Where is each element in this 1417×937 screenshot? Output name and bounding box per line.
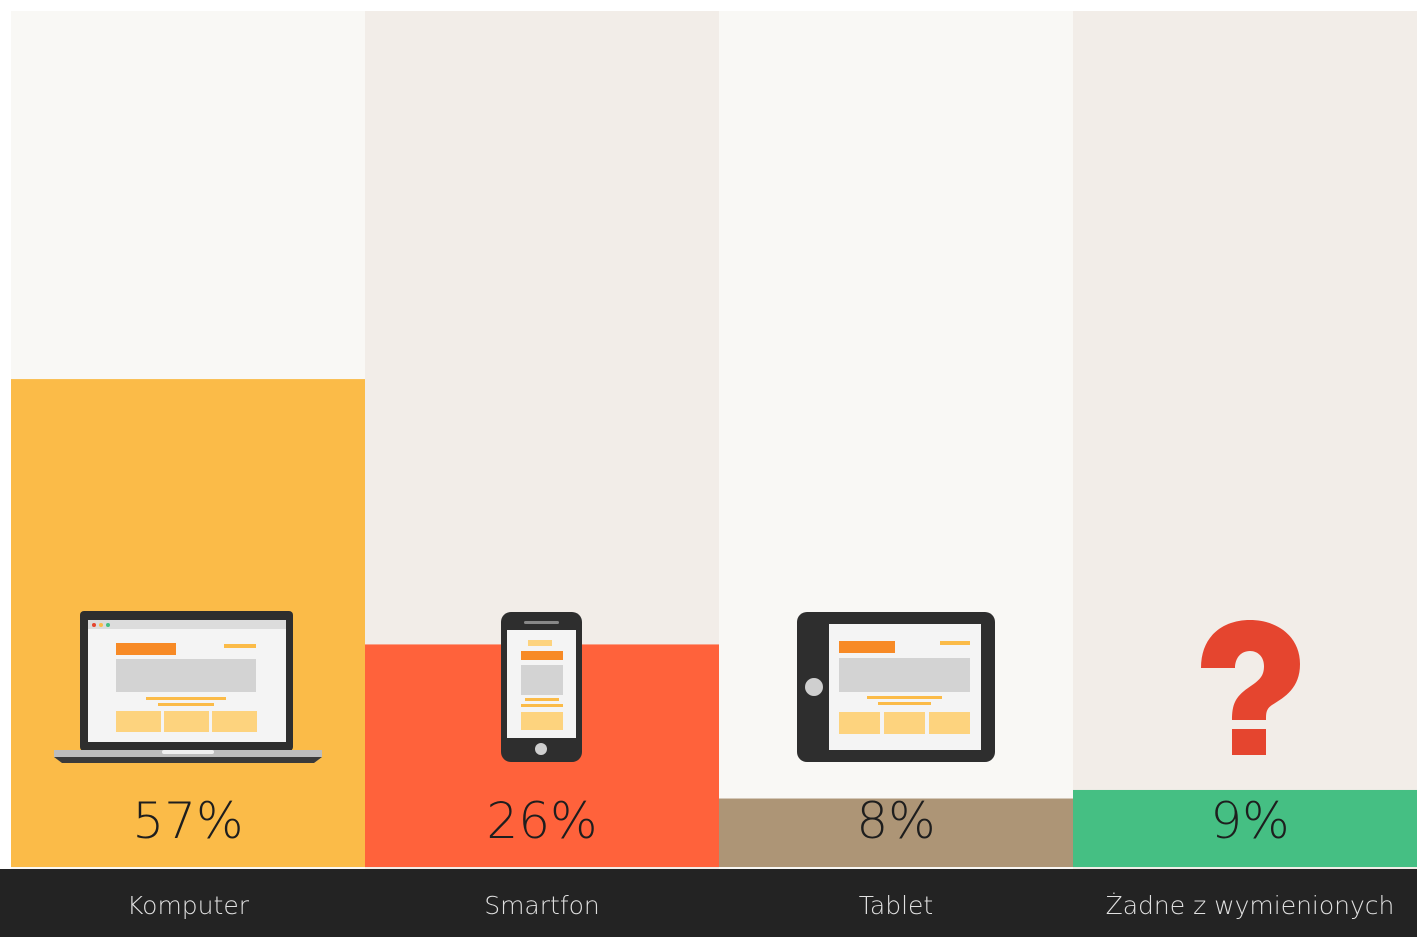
phone-icon bbox=[501, 612, 582, 762]
value-label: 9% bbox=[1210, 792, 1289, 850]
icons bbox=[54, 611, 1300, 763]
value-label: 8% bbox=[856, 792, 935, 850]
labels: 57% Komputer 26% Smartfon 8% Tablet 9% Żadne z … bbox=[127, 792, 1394, 920]
column-bg bbox=[1073, 11, 1417, 869]
category-label: Smartfon bbox=[484, 891, 600, 920]
category-label: Komputer bbox=[127, 891, 250, 920]
bar bbox=[1073, 789, 1417, 867]
laptop-icon bbox=[54, 611, 322, 763]
value-label: 26% bbox=[486, 792, 597, 850]
category-band bbox=[0, 869, 1417, 937]
tablet-icon bbox=[797, 612, 995, 762]
category-label: Tablet bbox=[859, 891, 933, 920]
question-icon bbox=[1201, 620, 1300, 755]
column-backgrounds bbox=[11, 11, 1417, 869]
bar bbox=[719, 798, 1073, 867]
value-label: 57% bbox=[132, 792, 243, 850]
category-label: Żadne z wymienionych bbox=[1106, 891, 1395, 920]
